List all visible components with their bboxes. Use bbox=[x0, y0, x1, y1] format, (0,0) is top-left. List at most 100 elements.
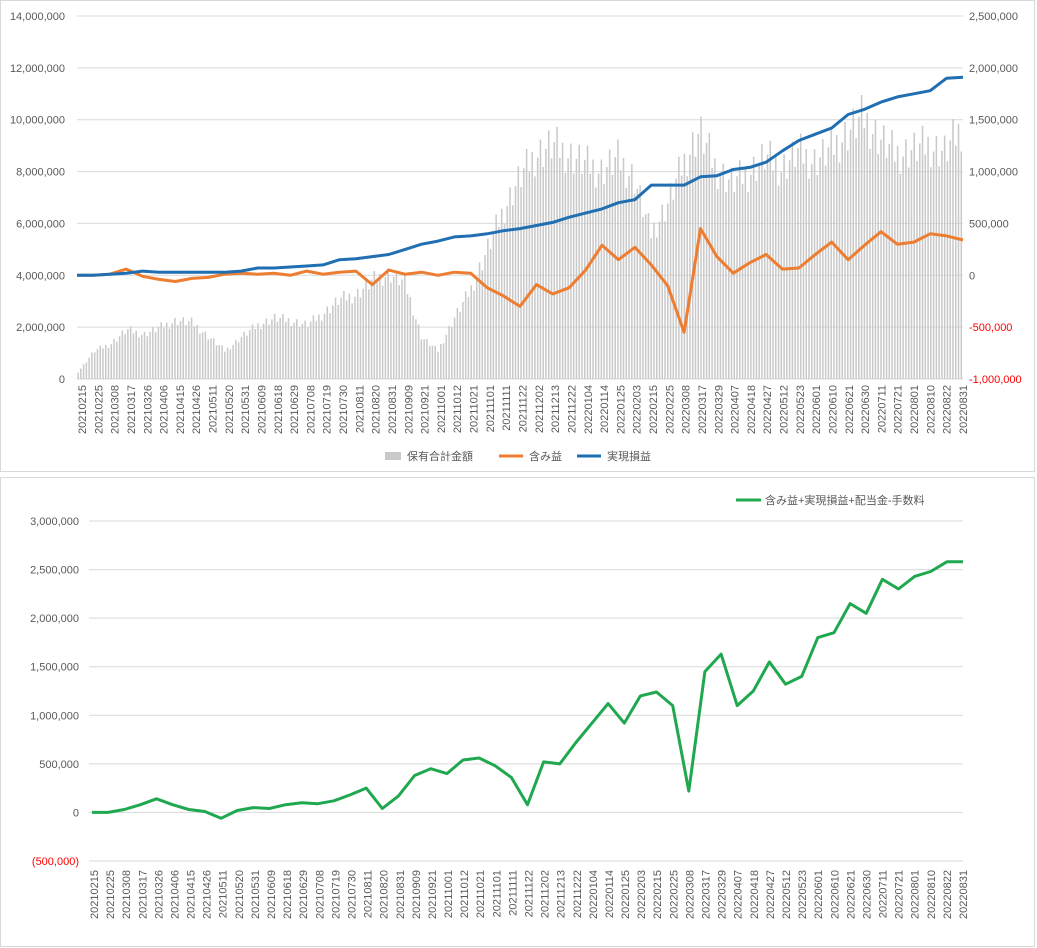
holdings-bar bbox=[722, 163, 724, 379]
x-axis-tick-label: 20220621 bbox=[844, 385, 856, 434]
holdings-bar bbox=[841, 142, 843, 379]
x-axis-tick-label: 20211122 bbox=[518, 385, 530, 432]
x-axis-tick-label: 20210831 bbox=[395, 870, 407, 919]
x-axis-tick-label: 20211213 bbox=[556, 870, 568, 918]
holdings-bar bbox=[459, 311, 461, 379]
holdings-bar bbox=[581, 173, 583, 379]
holdings-bar bbox=[597, 173, 600, 379]
holdings-bar bbox=[941, 150, 943, 379]
holdings-bar bbox=[885, 157, 888, 379]
holdings-bar bbox=[827, 147, 830, 379]
holdings-bar bbox=[954, 145, 957, 379]
holdings-bar bbox=[622, 157, 625, 379]
holdings-bar bbox=[196, 324, 198, 379]
holdings-bar bbox=[312, 315, 315, 379]
holdings-bar bbox=[711, 167, 713, 379]
holdings-bar bbox=[428, 345, 431, 379]
holdings-bar bbox=[766, 154, 769, 379]
holdings-bar bbox=[373, 271, 376, 379]
holdings-bar bbox=[896, 145, 899, 379]
holdings-bar bbox=[110, 344, 113, 379]
holdings-bar bbox=[844, 122, 846, 380]
holdings-bar bbox=[736, 176, 738, 379]
left-axis-tick-label: 14,000,000 bbox=[10, 11, 65, 23]
holdings-bar bbox=[822, 139, 824, 379]
holdings-bar bbox=[952, 119, 954, 380]
x-axis-tick-label: 20210629 bbox=[298, 870, 310, 919]
holdings-bar bbox=[179, 321, 182, 379]
holdings-bar bbox=[193, 326, 196, 379]
holdings-bar bbox=[334, 297, 337, 379]
holdings-bar bbox=[658, 221, 661, 379]
holdings-bar bbox=[495, 214, 497, 379]
holdings-bar bbox=[703, 153, 705, 379]
left-axis-tick-label: 6,000,000 bbox=[16, 218, 65, 230]
holdings-bar bbox=[96, 349, 99, 379]
right-axis-tick-label: 2,000,000 bbox=[969, 63, 1018, 75]
holdings-bar bbox=[534, 176, 536, 379]
holdings-bar bbox=[368, 289, 370, 379]
holdings-bar bbox=[262, 323, 265, 379]
holdings-bar bbox=[777, 185, 780, 379]
right-axis-tick-label: 1,500,000 bbox=[969, 115, 1018, 127]
holdings-bar bbox=[487, 238, 489, 379]
holdings-bar bbox=[653, 222, 655, 379]
holdings-bar bbox=[204, 331, 207, 379]
holdings-bar bbox=[835, 135, 838, 379]
holdings-bar bbox=[445, 334, 448, 379]
holdings-bar bbox=[423, 339, 425, 379]
holdings-bar bbox=[85, 362, 88, 379]
holdings-bar bbox=[619, 170, 622, 379]
holdings-bar bbox=[772, 170, 774, 379]
holdings-bar bbox=[858, 116, 860, 379]
holdings-bar bbox=[797, 148, 799, 379]
holdings-bar bbox=[484, 255, 486, 379]
holdings-bar bbox=[919, 143, 921, 379]
x-axis-tick-label: 20220822 bbox=[942, 385, 954, 434]
x-axis-tick-label: 20210730 bbox=[338, 385, 350, 434]
holdings-bar bbox=[171, 323, 173, 379]
x-axis-tick-label: 20210225 bbox=[105, 870, 117, 919]
holdings-bar bbox=[813, 149, 816, 379]
left-axis-tick-label: 0 bbox=[59, 374, 65, 386]
holdings-bar bbox=[799, 133, 802, 379]
holdings-bar bbox=[550, 158, 553, 379]
holdings-bar bbox=[129, 326, 132, 379]
x-axis-tick-label: 20210511 bbox=[208, 385, 220, 433]
holdings-bar bbox=[82, 364, 85, 379]
holdings-bar bbox=[201, 332, 204, 379]
holdings-bar bbox=[132, 333, 135, 379]
holdings-bar bbox=[221, 345, 223, 379]
right-axis-tick-label: -500,000 bbox=[969, 322, 1012, 334]
holdings-bar bbox=[268, 324, 270, 379]
holdings-bar bbox=[891, 130, 893, 379]
holdings-bar bbox=[838, 162, 841, 379]
x-axis-tick-label: 20220203 bbox=[636, 870, 648, 919]
holdings-bar bbox=[639, 185, 641, 379]
holdings-bar bbox=[669, 183, 672, 379]
holdings-bar bbox=[625, 187, 628, 379]
unrealized-pl-line bbox=[77, 227, 964, 334]
x-axis-tick-label: 20210520 bbox=[234, 870, 246, 919]
holdings-bar bbox=[592, 159, 594, 379]
holdings-bar bbox=[152, 327, 154, 379]
holdings-pl-chart-panel: 0 -1,000,000 2,000,000 -500,000 4,000,000 0 6,… bbox=[0, 0, 1035, 472]
holdings-bar bbox=[462, 301, 464, 379]
holdings-bar bbox=[273, 313, 276, 379]
y-axis-tick-label: 1,500,000 bbox=[30, 662, 79, 674]
left-axis-tick-label: 12,000,000 bbox=[10, 63, 65, 75]
x-axis-tick-label: 20220512 bbox=[779, 385, 791, 434]
holdings-bar bbox=[816, 175, 819, 379]
holdings-bar bbox=[902, 156, 904, 379]
holdings-bar bbox=[404, 274, 406, 379]
holdings-bar bbox=[570, 143, 572, 379]
holdings-bar bbox=[750, 174, 752, 379]
holdings-bar bbox=[276, 321, 279, 379]
holdings-bar bbox=[456, 308, 459, 379]
holdings-bar bbox=[888, 143, 891, 379]
holdings-bar bbox=[226, 347, 229, 379]
holdings-bar bbox=[298, 327, 301, 379]
x-axis-tick-label: 20210426 bbox=[202, 870, 214, 919]
holdings-bar bbox=[362, 288, 365, 379]
holdings-bar bbox=[855, 138, 857, 379]
